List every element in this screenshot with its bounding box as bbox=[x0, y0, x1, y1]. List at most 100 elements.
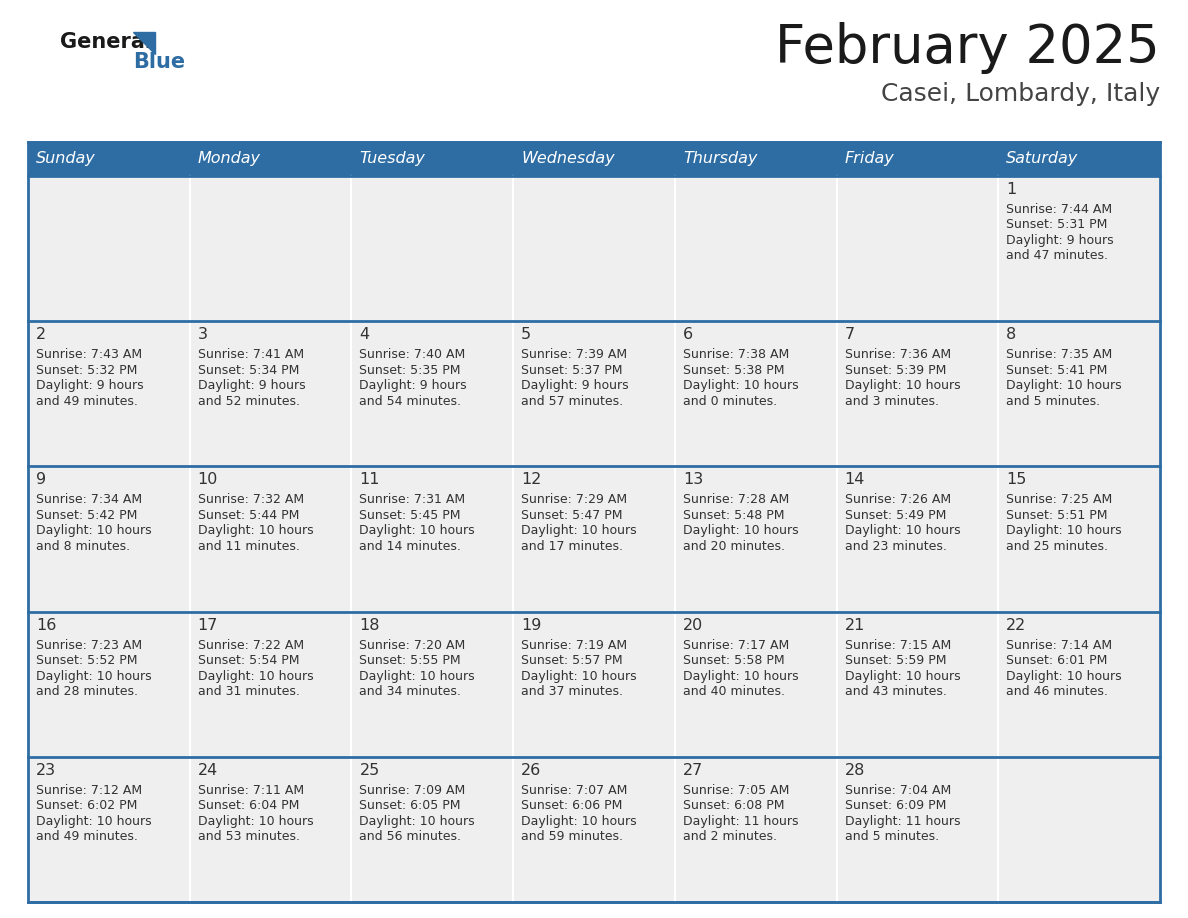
Text: Daylight: 9 hours: Daylight: 9 hours bbox=[197, 379, 305, 392]
Text: 3: 3 bbox=[197, 327, 208, 342]
Text: Daylight: 10 hours: Daylight: 10 hours bbox=[36, 524, 152, 537]
Text: 9: 9 bbox=[36, 473, 46, 487]
Text: 7: 7 bbox=[845, 327, 854, 342]
Text: Sunrise: 7:11 AM: Sunrise: 7:11 AM bbox=[197, 784, 304, 797]
Text: Sunrise: 7:29 AM: Sunrise: 7:29 AM bbox=[522, 493, 627, 507]
Text: Sunrise: 7:31 AM: Sunrise: 7:31 AM bbox=[360, 493, 466, 507]
Text: Sunset: 5:47 PM: Sunset: 5:47 PM bbox=[522, 509, 623, 521]
Text: 8: 8 bbox=[1006, 327, 1017, 342]
Text: and 3 minutes.: and 3 minutes. bbox=[845, 395, 939, 408]
Bar bbox=[675, 756, 836, 902]
Text: 26: 26 bbox=[522, 763, 542, 778]
Bar bbox=[190, 321, 352, 466]
Bar bbox=[836, 176, 998, 321]
Text: Thursday: Thursday bbox=[683, 151, 757, 166]
Bar bbox=[29, 321, 190, 466]
Bar bbox=[998, 611, 1159, 756]
Text: Daylight: 10 hours: Daylight: 10 hours bbox=[1006, 524, 1121, 537]
Bar bbox=[190, 611, 352, 756]
Text: Sunset: 6:06 PM: Sunset: 6:06 PM bbox=[522, 800, 623, 812]
Text: Sunrise: 7:09 AM: Sunrise: 7:09 AM bbox=[360, 784, 466, 797]
Bar bbox=[352, 142, 513, 176]
Bar bbox=[352, 176, 513, 321]
Text: and 49 minutes.: and 49 minutes. bbox=[36, 830, 138, 844]
Bar bbox=[29, 466, 190, 611]
Text: and 46 minutes.: and 46 minutes. bbox=[1006, 685, 1108, 698]
Text: Sunrise: 7:25 AM: Sunrise: 7:25 AM bbox=[1006, 493, 1112, 507]
Text: and 14 minutes.: and 14 minutes. bbox=[360, 540, 461, 553]
Text: Daylight: 9 hours: Daylight: 9 hours bbox=[1006, 234, 1114, 247]
Bar bbox=[675, 321, 836, 466]
Text: and 47 minutes.: and 47 minutes. bbox=[1006, 250, 1108, 263]
Text: Sunrise: 7:44 AM: Sunrise: 7:44 AM bbox=[1006, 203, 1112, 216]
Text: Saturday: Saturday bbox=[1006, 151, 1079, 166]
Text: Sunset: 5:57 PM: Sunset: 5:57 PM bbox=[522, 654, 623, 667]
Text: 24: 24 bbox=[197, 763, 217, 778]
Text: and 0 minutes.: and 0 minutes. bbox=[683, 395, 777, 408]
Text: Daylight: 9 hours: Daylight: 9 hours bbox=[522, 379, 628, 392]
Bar bbox=[190, 466, 352, 611]
Text: and 52 minutes.: and 52 minutes. bbox=[197, 395, 299, 408]
Text: and 31 minutes.: and 31 minutes. bbox=[197, 685, 299, 698]
Text: Daylight: 9 hours: Daylight: 9 hours bbox=[360, 379, 467, 392]
Bar bbox=[836, 611, 998, 756]
Text: and 23 minutes.: and 23 minutes. bbox=[845, 540, 947, 553]
Bar bbox=[29, 142, 1159, 902]
Bar bbox=[513, 611, 675, 756]
Text: and 49 minutes.: and 49 minutes. bbox=[36, 395, 138, 408]
Text: 1: 1 bbox=[1006, 182, 1017, 197]
Text: 17: 17 bbox=[197, 618, 219, 633]
Text: Daylight: 11 hours: Daylight: 11 hours bbox=[683, 815, 798, 828]
Bar bbox=[29, 611, 190, 756]
Text: Sunset: 5:54 PM: Sunset: 5:54 PM bbox=[197, 654, 299, 667]
Bar bbox=[190, 176, 352, 321]
Text: Sunset: 6:05 PM: Sunset: 6:05 PM bbox=[360, 800, 461, 812]
Bar bbox=[29, 176, 190, 321]
Text: Sunrise: 7:12 AM: Sunrise: 7:12 AM bbox=[36, 784, 143, 797]
Text: Sunset: 5:37 PM: Sunset: 5:37 PM bbox=[522, 364, 623, 376]
Text: and 5 minutes.: and 5 minutes. bbox=[845, 830, 939, 844]
Text: Sunset: 5:52 PM: Sunset: 5:52 PM bbox=[36, 654, 138, 667]
Text: Daylight: 10 hours: Daylight: 10 hours bbox=[845, 524, 960, 537]
Text: Sunrise: 7:26 AM: Sunrise: 7:26 AM bbox=[845, 493, 950, 507]
Text: 19: 19 bbox=[522, 618, 542, 633]
Text: 25: 25 bbox=[360, 763, 380, 778]
Text: Sunrise: 7:39 AM: Sunrise: 7:39 AM bbox=[522, 348, 627, 361]
Text: Daylight: 10 hours: Daylight: 10 hours bbox=[360, 524, 475, 537]
Text: Sunset: 6:09 PM: Sunset: 6:09 PM bbox=[845, 800, 946, 812]
Text: Sunset: 5:34 PM: Sunset: 5:34 PM bbox=[197, 364, 299, 376]
Text: Daylight: 10 hours: Daylight: 10 hours bbox=[683, 379, 798, 392]
Text: Sunrise: 7:15 AM: Sunrise: 7:15 AM bbox=[845, 639, 950, 652]
Text: and 17 minutes.: and 17 minutes. bbox=[522, 540, 624, 553]
Bar bbox=[352, 756, 513, 902]
Text: 12: 12 bbox=[522, 473, 542, 487]
Text: 4: 4 bbox=[360, 327, 369, 342]
Text: Daylight: 10 hours: Daylight: 10 hours bbox=[522, 524, 637, 537]
Text: Sunrise: 7:14 AM: Sunrise: 7:14 AM bbox=[1006, 639, 1112, 652]
Text: and 43 minutes.: and 43 minutes. bbox=[845, 685, 947, 698]
Bar bbox=[836, 756, 998, 902]
Text: Sunrise: 7:07 AM: Sunrise: 7:07 AM bbox=[522, 784, 627, 797]
Bar bbox=[998, 466, 1159, 611]
Text: Wednesday: Wednesday bbox=[522, 151, 615, 166]
Text: Sunrise: 7:20 AM: Sunrise: 7:20 AM bbox=[360, 639, 466, 652]
Text: Daylight: 11 hours: Daylight: 11 hours bbox=[845, 815, 960, 828]
Text: Sunrise: 7:32 AM: Sunrise: 7:32 AM bbox=[197, 493, 304, 507]
Text: Sunset: 5:45 PM: Sunset: 5:45 PM bbox=[360, 509, 461, 521]
Text: Sunrise: 7:41 AM: Sunrise: 7:41 AM bbox=[197, 348, 304, 361]
Bar bbox=[836, 321, 998, 466]
Text: Sunset: 5:41 PM: Sunset: 5:41 PM bbox=[1006, 364, 1107, 376]
Text: Sunrise: 7:34 AM: Sunrise: 7:34 AM bbox=[36, 493, 143, 507]
Text: Sunset: 6:01 PM: Sunset: 6:01 PM bbox=[1006, 654, 1107, 667]
Text: 16: 16 bbox=[36, 618, 56, 633]
Text: Casei, Lombardy, Italy: Casei, Lombardy, Italy bbox=[880, 82, 1159, 106]
Text: Tuesday: Tuesday bbox=[360, 151, 425, 166]
Bar bbox=[513, 321, 675, 466]
Text: Sunrise: 7:40 AM: Sunrise: 7:40 AM bbox=[360, 348, 466, 361]
Text: 15: 15 bbox=[1006, 473, 1026, 487]
Bar bbox=[29, 756, 190, 902]
Text: Sunrise: 7:04 AM: Sunrise: 7:04 AM bbox=[845, 784, 950, 797]
Text: General: General bbox=[61, 32, 152, 52]
Text: Sunset: 5:58 PM: Sunset: 5:58 PM bbox=[683, 654, 784, 667]
Text: Daylight: 10 hours: Daylight: 10 hours bbox=[360, 669, 475, 682]
